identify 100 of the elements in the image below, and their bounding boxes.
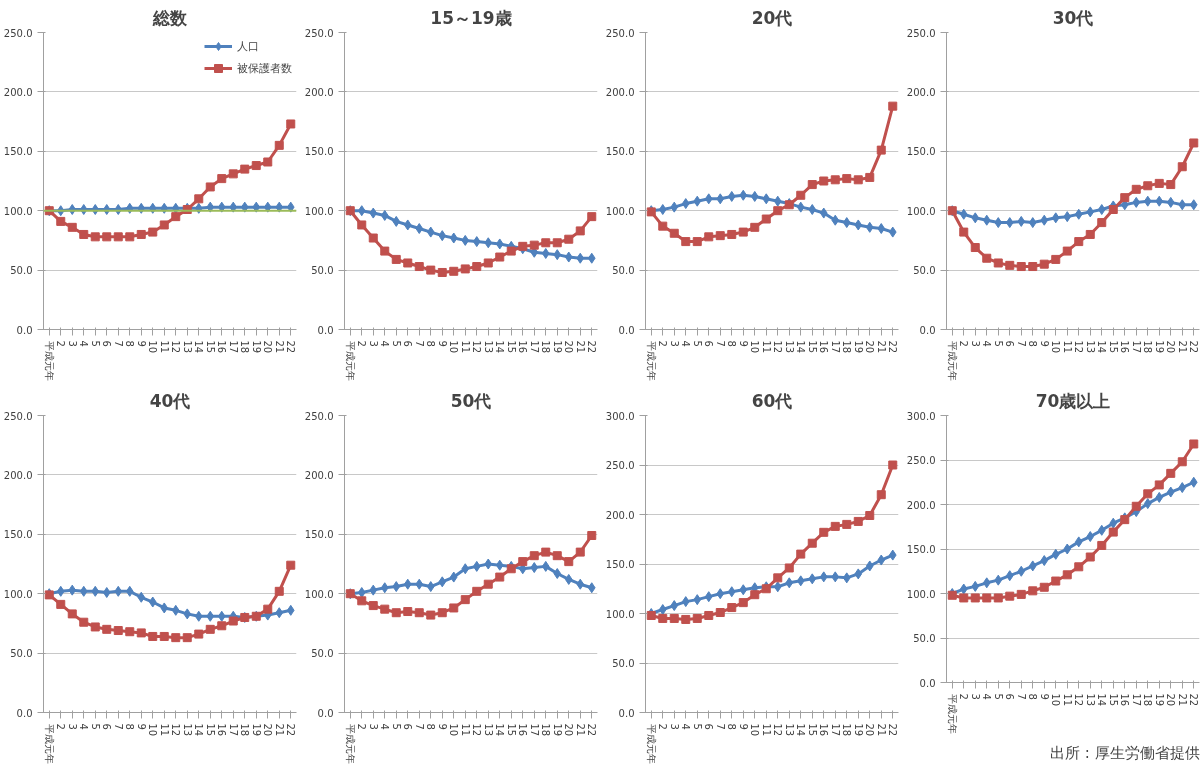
point xyxy=(876,145,886,155)
point xyxy=(842,519,852,529)
chart-title: 30代 xyxy=(1052,7,1094,28)
x-tick-label: 22 xyxy=(285,723,297,737)
y-tick-label: 100.0 xyxy=(906,588,936,600)
point xyxy=(426,265,436,275)
chart-title: 50代 xyxy=(450,390,492,411)
x-tick-label: 6 xyxy=(703,723,715,730)
point xyxy=(506,564,516,574)
point xyxy=(228,169,238,179)
point xyxy=(541,547,551,557)
x-tick-label: 13 xyxy=(1084,693,1096,707)
point xyxy=(438,576,447,588)
point xyxy=(888,549,897,561)
point xyxy=(79,585,88,597)
y-tick-label: 150.0 xyxy=(605,146,635,158)
x-tick-label: 14 xyxy=(494,340,506,354)
point xyxy=(842,174,852,184)
point xyxy=(773,195,782,207)
point xyxy=(530,562,539,574)
point xyxy=(125,627,135,637)
x-tick-label: 8 xyxy=(726,340,738,347)
x-tick-label: 21 xyxy=(574,340,586,354)
point xyxy=(392,581,401,593)
x-tick-label: 11 xyxy=(158,340,170,354)
x-tick-label: 2 xyxy=(657,723,669,730)
x-tick-label: 平成元年 xyxy=(645,723,657,764)
y-tick-label: 0.0 xyxy=(16,324,33,336)
point xyxy=(1166,180,1176,190)
point xyxy=(518,241,528,251)
point xyxy=(137,591,146,603)
x-tick-label: 9 xyxy=(436,340,448,347)
point xyxy=(819,527,829,537)
x-tick-label: 平成元年 xyxy=(946,693,958,734)
point xyxy=(275,607,284,619)
point xyxy=(1189,199,1198,211)
point xyxy=(1028,262,1038,272)
x-tick-label: 20 xyxy=(262,723,274,737)
x-tick-label: 4 xyxy=(981,693,993,700)
x-tick-label: 13 xyxy=(181,723,193,737)
point xyxy=(970,593,980,603)
y-tick-label: 200.0 xyxy=(906,499,936,511)
point xyxy=(518,557,528,567)
x-tick-label: 12 xyxy=(1073,693,1085,707)
point xyxy=(102,232,112,242)
x-tick-label: 16 xyxy=(818,723,830,737)
point xyxy=(274,140,284,150)
x-tick-label: 10 xyxy=(1050,340,1062,354)
x-tick-label: 10 xyxy=(448,340,460,354)
point xyxy=(113,626,123,636)
point xyxy=(484,558,493,570)
point xyxy=(541,560,550,572)
x-tick-label: 11 xyxy=(459,723,471,737)
point xyxy=(495,252,505,262)
point xyxy=(796,549,806,559)
x-tick-label: 20 xyxy=(1165,340,1177,354)
x-tick-label: 8 xyxy=(1027,340,1039,347)
x-tick-label: 9 xyxy=(1038,693,1050,700)
y-tick-label: 0.0 xyxy=(618,324,635,336)
y-tick-label: 100.0 xyxy=(304,205,334,217)
x-tick-label: 3 xyxy=(66,723,78,730)
point xyxy=(403,578,412,590)
point xyxy=(541,247,550,259)
x-tick-label: 18 xyxy=(540,340,552,354)
x-tick-label: 14 xyxy=(1096,693,1108,707)
x-tick-label: 5 xyxy=(89,340,101,347)
point xyxy=(704,232,714,242)
y-tick-label: 200.0 xyxy=(906,86,936,98)
point xyxy=(982,214,991,226)
point xyxy=(90,622,100,632)
point xyxy=(715,231,725,241)
point xyxy=(125,585,134,597)
point xyxy=(1074,208,1083,220)
x-tick-label: 7 xyxy=(714,340,726,347)
point xyxy=(1189,439,1199,449)
point xyxy=(692,237,702,247)
x-tick-label: 7 xyxy=(112,723,124,730)
point xyxy=(982,253,992,263)
point xyxy=(681,614,691,624)
point xyxy=(1155,491,1164,503)
point xyxy=(785,577,794,589)
x-tick-label: 21 xyxy=(1176,340,1188,354)
point xyxy=(414,608,424,618)
point xyxy=(472,560,481,572)
point xyxy=(1097,204,1106,216)
point xyxy=(403,258,413,268)
legend-label: 被保護者数 xyxy=(237,60,292,76)
point xyxy=(91,585,100,597)
point xyxy=(529,240,539,250)
point xyxy=(830,175,840,185)
point xyxy=(738,227,748,237)
point xyxy=(159,631,169,641)
point xyxy=(1178,199,1187,211)
point xyxy=(1155,195,1164,207)
point xyxy=(1005,260,1015,270)
point xyxy=(148,596,157,608)
x-tick-label: 19 xyxy=(250,723,262,737)
y-tick-label: 0.0 xyxy=(919,324,936,336)
point xyxy=(552,551,562,561)
point xyxy=(495,559,504,571)
